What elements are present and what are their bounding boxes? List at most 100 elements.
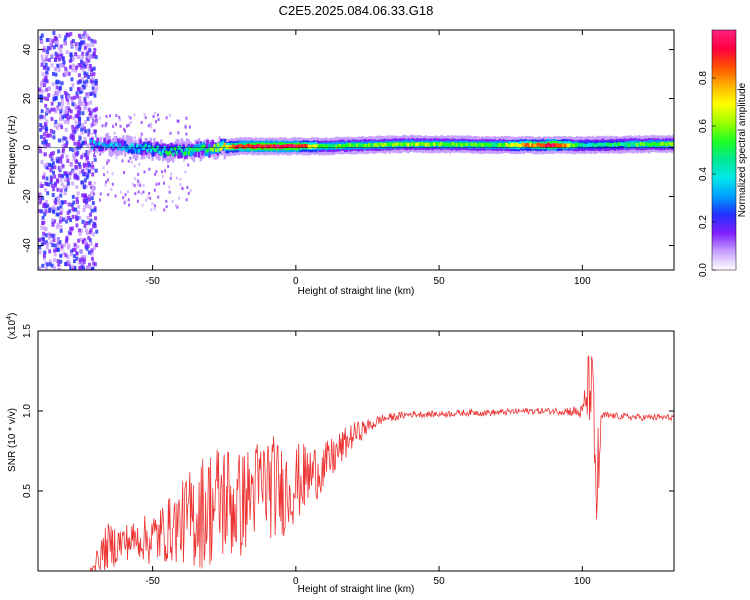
heatmap-noise-cell — [66, 210, 70, 215]
heatmap-noise-cell — [127, 115, 130, 119]
heatmap-noise-cell — [137, 190, 140, 194]
heatmap-ridge-cell — [316, 143, 319, 148]
heatmap-ridge-cell — [127, 146, 130, 150]
heatmap-ridge-cell — [129, 145, 132, 149]
heatmap-noise-cell — [83, 257, 87, 262]
heatmap-ridge-cell — [206, 148, 209, 153]
heatmap-noise-cell — [47, 93, 51, 98]
heatmap-noise-cell — [76, 199, 80, 204]
heatmap-ridge-cell — [283, 144, 287, 149]
heatmap-noise-cell — [175, 176, 178, 180]
heatmap-noise-cell — [185, 198, 188, 202]
heatmap-ridge-cell — [166, 147, 170, 155]
heatmap-ridge-cell — [151, 149, 154, 157]
heatmap-noise-cell — [44, 78, 48, 83]
heatmap-noise-cell — [42, 220, 46, 225]
heatmap-ridge-cell — [661, 141, 665, 146]
heatmap-ridge-cell — [221, 144, 225, 149]
heatmap-noise-cell — [73, 141, 77, 146]
heatmap-noise-cell — [91, 76, 95, 81]
heatmap-noise-cell — [60, 138, 64, 143]
heatmap-ridge-cell — [130, 143, 134, 147]
heatmap-noise-cell — [88, 111, 92, 116]
heatmap-noise-cell — [78, 136, 82, 141]
heatmap-noise-cell — [63, 191, 67, 196]
heatmap-noise-cell — [59, 228, 63, 233]
heatmap-noise-cell — [42, 254, 46, 259]
heatmap-ridge-cell — [249, 144, 252, 148]
heatmap-noise-cell — [86, 101, 90, 106]
heatmap-noise-cell — [67, 262, 71, 267]
heatmap-noise-cell — [93, 245, 97, 250]
heatmap-noise-cell — [89, 100, 93, 105]
heatmap-noise-cell — [73, 259, 77, 264]
heatmap-noise-cell — [185, 132, 188, 136]
heatmap-noise-cell — [111, 182, 114, 186]
heatmap-ridge-cell — [99, 136, 103, 148]
heatmap-noise-cell — [40, 54, 44, 59]
heatmap-ridge-cell — [199, 146, 202, 151]
heatmap-noise-cell — [83, 223, 87, 228]
heatmap-noise-cell — [47, 162, 51, 167]
heatmap-noise-cell — [149, 122, 152, 126]
heatmap-noise-cell — [41, 89, 45, 94]
heatmap-noise-cell — [80, 127, 84, 132]
heatmap-noise-cell — [42, 58, 46, 63]
heatmap-ridge-cell — [448, 143, 452, 147]
heatmap-ridge-cell — [581, 142, 584, 147]
heatmap-noise-cell — [45, 87, 49, 92]
heatmap-ridge-cell — [304, 144, 307, 148]
heatmap-noise-cell — [68, 65, 72, 70]
heatmap-noise-cell — [54, 197, 58, 202]
heatmap-noise-cell — [48, 262, 52, 267]
heatmap-noise-cell — [119, 190, 122, 194]
heatmap-noise-cell — [39, 114, 43, 119]
heatmap-noise-cell — [183, 158, 186, 162]
heatmap-noise-cell — [83, 205, 87, 210]
heatmap-noise-cell — [50, 116, 54, 121]
heatmap-noise-cell — [59, 253, 63, 258]
heatmap-noise-cell — [86, 203, 90, 208]
heatmap-noise-cell — [56, 195, 60, 200]
heatmap-ridge-cell — [323, 144, 326, 148]
heatmap-noise-cell — [54, 119, 58, 124]
heatmap-noise-cell — [77, 238, 81, 243]
heatmap-noise-cell — [56, 107, 60, 112]
heatmap-ridge-cell — [467, 142, 471, 147]
heatmap-ridge-cell — [543, 143, 546, 148]
heatmap-y-ticks: -40 -20 0 20 40 — [22, 44, 674, 253]
heatmap-ridge-cell — [632, 141, 636, 146]
heatmap-noise-cell — [65, 50, 69, 55]
heatmap-noise-cell — [38, 149, 42, 154]
heatmap-noise-cell — [89, 91, 93, 96]
heatmap-noise-cell — [42, 143, 46, 148]
heatmap-ridge-cell — [142, 142, 146, 150]
heatmap-noise-cell — [79, 143, 83, 148]
heatmap-noise-cell — [58, 116, 62, 121]
heatmap-noise-cell — [77, 105, 81, 110]
heatmap-ridge-cell — [120, 139, 123, 147]
heatmap-noise-cell — [66, 120, 70, 125]
heatmap-noise-cell — [155, 182, 158, 186]
heatmap-noise-cell — [49, 240, 53, 245]
heatmap-noise-cell — [71, 133, 75, 138]
heatmap-noise-cell — [78, 42, 82, 47]
heatmap-ridge-cell — [546, 142, 550, 147]
heatmap-noise-cell — [74, 120, 78, 125]
heatmap-noise-cell — [72, 95, 76, 100]
heatmap-noise-cell — [53, 252, 57, 257]
heatmap-noise-cell — [70, 96, 74, 101]
heatmap-ridge-cell — [443, 142, 447, 147]
heatmap-noise-cell — [59, 44, 63, 49]
heatmap-ridge-cell — [190, 148, 194, 156]
heatmap-noise-cell — [47, 142, 51, 147]
heatmap-noise-cell — [56, 244, 60, 249]
heatmap-noise-cell — [91, 86, 95, 91]
heatmap-noise-cell — [63, 200, 67, 205]
heatmap-noise-cell — [74, 151, 78, 156]
heatmap-noise-cell — [54, 57, 58, 62]
heatmap-ridge-cell — [94, 142, 98, 146]
heatmap-ridge-cell — [574, 143, 577, 147]
heatmap-noise-cell — [50, 101, 54, 106]
heatmap-noise-cell — [68, 58, 72, 63]
